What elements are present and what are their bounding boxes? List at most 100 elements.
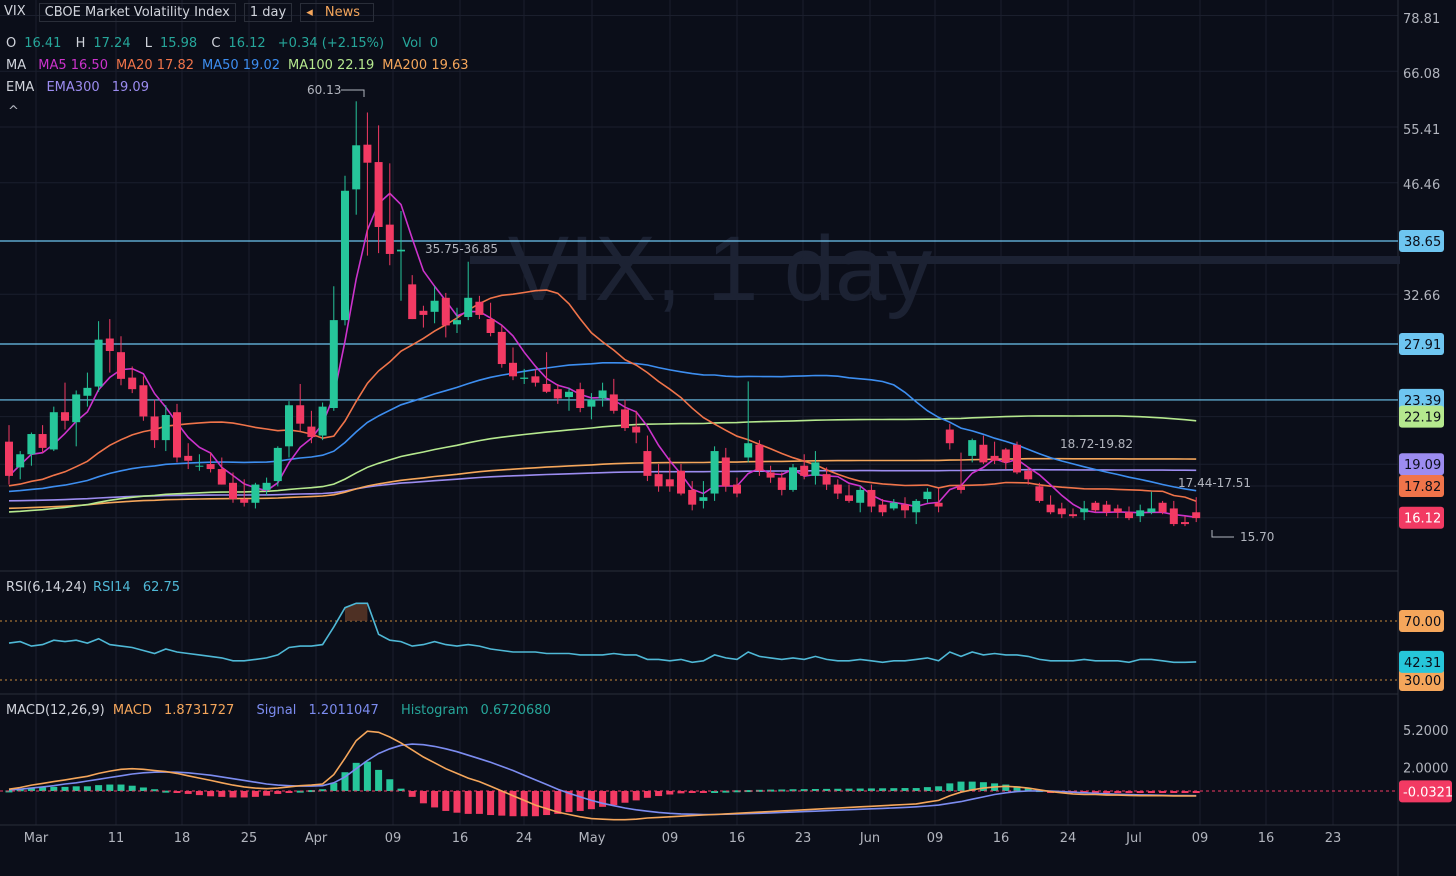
candle-body <box>553 389 562 399</box>
candle <box>721 447 730 492</box>
candle <box>1035 482 1044 503</box>
candle-body <box>923 491 932 500</box>
macd-legend[interactable]: MACD(12,26,9) MACD 1.8731727 Signal 1.20… <box>6 703 551 718</box>
macd-histogram-bar <box>184 791 192 794</box>
candle <box>777 472 786 496</box>
candle <box>654 464 663 492</box>
candle <box>542 352 551 394</box>
candle-body <box>240 499 249 503</box>
candle <box>710 446 719 501</box>
news-button[interactable]: ◂ News <box>300 3 375 22</box>
macd-histogram-bar <box>1181 791 1189 793</box>
macd-histogram-bar <box>173 791 181 793</box>
candle-body <box>1147 508 1156 513</box>
macd-histogram-bar <box>643 791 651 798</box>
candle <box>688 481 697 511</box>
macd-histogram-bar <box>263 791 271 796</box>
macd-histogram-bar <box>565 791 573 813</box>
rsi-overbought-fill <box>345 603 368 621</box>
price-axis: 78.81 66.08 55.41 46.46 32.66 38.65 27.91 23.39… <box>1399 12 1453 803</box>
candle <box>307 410 316 444</box>
candle-body <box>587 399 596 407</box>
price-label-text: 16.12 <box>1404 512 1441 527</box>
time-tick-label: 23 <box>795 831 812 846</box>
candle <box>240 479 249 507</box>
macd-histogram-bar <box>834 788 842 791</box>
collapse-legend-button[interactable]: ^ <box>8 104 19 119</box>
macd-histogram-bar <box>442 791 450 811</box>
macd-histogram-bar <box>845 788 853 791</box>
candle-body <box>441 297 450 326</box>
candle-body <box>755 444 764 471</box>
price-annotation: 60.13 <box>307 83 341 97</box>
candle <box>318 402 327 441</box>
candle-body <box>497 331 506 365</box>
candle-body <box>1158 502 1167 513</box>
candle <box>94 321 103 392</box>
macd-histogram-bar <box>487 791 495 816</box>
candle <box>643 435 652 482</box>
rsi-level-text: 70.00 <box>1404 615 1441 630</box>
macd-histogram-bar <box>520 791 528 817</box>
price-label-bg <box>1399 405 1444 428</box>
rsi-legend[interactable]: RSI(6,14,24) RSI14 62.75 <box>6 580 181 595</box>
candle-body <box>878 504 887 513</box>
candle <box>1091 500 1100 513</box>
price-tick-label: 32.66 <box>1403 289 1440 304</box>
macd-histogram-bar <box>879 788 887 791</box>
candle-body <box>777 477 786 490</box>
macd-histogram-bar <box>509 791 517 817</box>
price-label-text: 23.39 <box>1404 394 1441 409</box>
time-tick-label: 16 <box>993 831 1010 846</box>
candle-body <box>833 484 842 494</box>
macd-histogram-bar <box>711 791 719 793</box>
candle-body <box>475 301 484 315</box>
candle-body <box>531 376 540 383</box>
candle-body <box>710 451 719 494</box>
macd-histogram-bar <box>1136 791 1144 793</box>
candles <box>5 101 1201 527</box>
candle-body <box>811 462 820 476</box>
macd-histogram-bar <box>475 791 483 814</box>
candle-body <box>856 489 865 503</box>
candle-body <box>486 319 495 333</box>
candle <box>195 454 204 471</box>
macd-histogram-bar <box>610 791 618 806</box>
candle <box>1069 508 1077 519</box>
candle-body <box>184 455 193 461</box>
macd-current-text: -0.0321 <box>1403 785 1453 800</box>
ema-legend[interactable]: EMA EMA300 19.09 <box>6 80 165 95</box>
price-label-text: 17.82 <box>1404 480 1441 495</box>
candle-body <box>1102 504 1111 513</box>
candle <box>766 465 775 483</box>
candle <box>755 440 764 476</box>
annotation-leader <box>1211 530 1234 538</box>
candle <box>173 403 181 463</box>
candle-body <box>363 144 372 163</box>
time-tick-label: 09 <box>1192 831 1209 846</box>
rsi-level-bg <box>1399 669 1444 691</box>
candle <box>576 382 585 413</box>
candle <box>934 488 943 513</box>
macd-histogram-bar <box>1125 791 1133 793</box>
ma-legend[interactable]: MA MA5 16.50 MA20 17.82 MA50 19.02 MA100 22… <box>6 58 469 73</box>
candle <box>16 451 25 480</box>
rsi-level-bg <box>1399 610 1444 632</box>
symbol-name[interactable]: CBOE Market Volatility Index <box>38 3 236 22</box>
price-annotation: 35.75-36.85 <box>425 242 498 256</box>
ma-legend-item: MA200 19.63 <box>382 58 469 73</box>
candle-body <box>1192 512 1201 519</box>
price-tick-label: 66.08 <box>1403 67 1440 82</box>
time-tick-label: 18 <box>174 831 191 846</box>
interval[interactable]: 1 day <box>243 3 293 22</box>
candle-body <box>318 406 327 436</box>
ema300-value: EMA300 19.09 <box>46 80 149 95</box>
candle <box>990 441 999 465</box>
candle-body <box>83 387 92 396</box>
symbol[interactable]: VIX <box>4 4 26 19</box>
candle <box>1024 467 1033 485</box>
candle-body <box>733 484 741 494</box>
candle <box>565 387 573 411</box>
candle <box>453 307 461 333</box>
